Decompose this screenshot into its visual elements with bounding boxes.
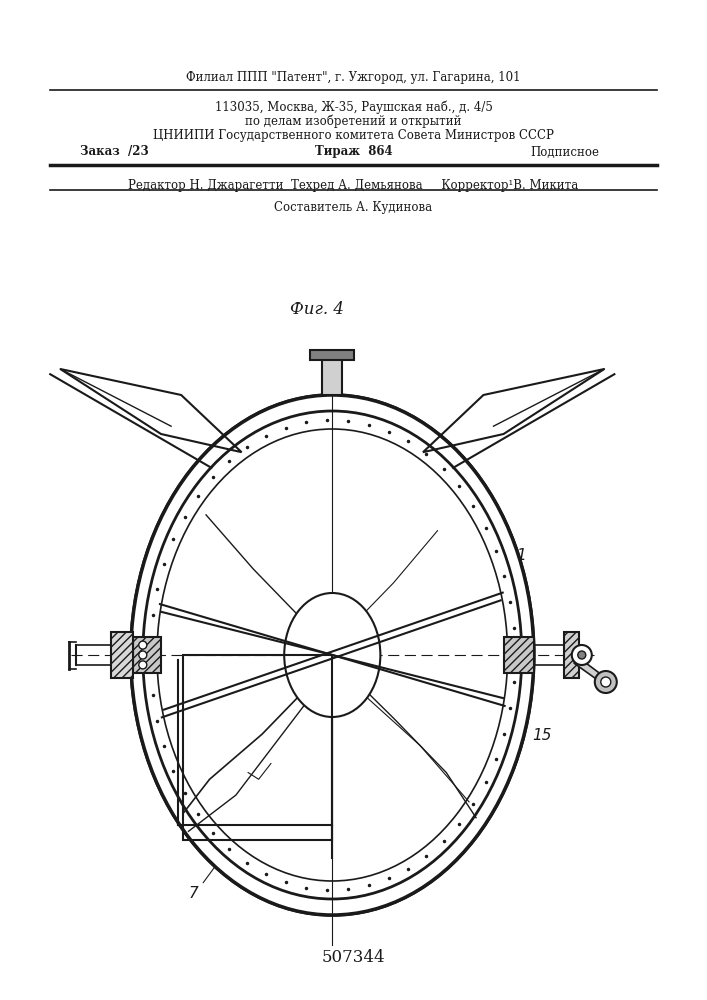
Text: Тираж  864: Тираж 864 <box>315 145 392 158</box>
Bar <box>111 632 133 678</box>
Text: 15: 15 <box>532 728 552 742</box>
Circle shape <box>578 651 586 659</box>
Text: Подписное: Подписное <box>530 145 599 158</box>
Ellipse shape <box>284 593 380 717</box>
Text: Фиг. 4: Фиг. 4 <box>291 302 344 318</box>
Text: ЦНИИПИ Государственного комитета Совета Министров СССР: ЦНИИПИ Государственного комитета Совета … <box>153 128 554 141</box>
Text: Редактор Н. Джарагетти  Техред А. Демьянова     Корректор¹В. Микита: Редактор Н. Джарагетти Техред А. Демьяно… <box>129 178 578 192</box>
Circle shape <box>139 661 147 669</box>
Circle shape <box>595 671 617 693</box>
Bar <box>310 350 354 360</box>
Text: по делам изобретений и открытий: по делам изобретений и открытий <box>245 114 462 128</box>
Text: 113035, Москва, Ж-35, Раушская наб., д. 4/5: 113035, Москва, Ж-35, Раушская наб., д. … <box>214 100 493 114</box>
Circle shape <box>601 677 611 687</box>
Circle shape <box>572 645 592 665</box>
Polygon shape <box>574 660 609 683</box>
Text: 1: 1 <box>516 548 526 562</box>
Text: 16: 16 <box>368 888 388 902</box>
Ellipse shape <box>143 411 522 899</box>
Bar <box>183 655 332 840</box>
Text: 507344: 507344 <box>322 950 385 966</box>
Circle shape <box>139 641 147 649</box>
Text: 7: 7 <box>189 886 199 900</box>
Ellipse shape <box>131 395 534 915</box>
Ellipse shape <box>131 395 534 915</box>
Bar <box>322 357 342 395</box>
Bar <box>133 637 160 673</box>
Circle shape <box>139 651 147 659</box>
Text: Составитель А. Кудинова: Составитель А. Кудинова <box>274 200 433 214</box>
Bar <box>504 637 534 673</box>
Text: Заказ  /23: Заказ /23 <box>80 145 148 158</box>
Bar <box>563 632 579 678</box>
Text: Филиал ППП "Патент", г. Ужгород, ул. Гагарина, 101: Филиал ППП "Патент", г. Ужгород, ул. Гаг… <box>186 72 521 85</box>
